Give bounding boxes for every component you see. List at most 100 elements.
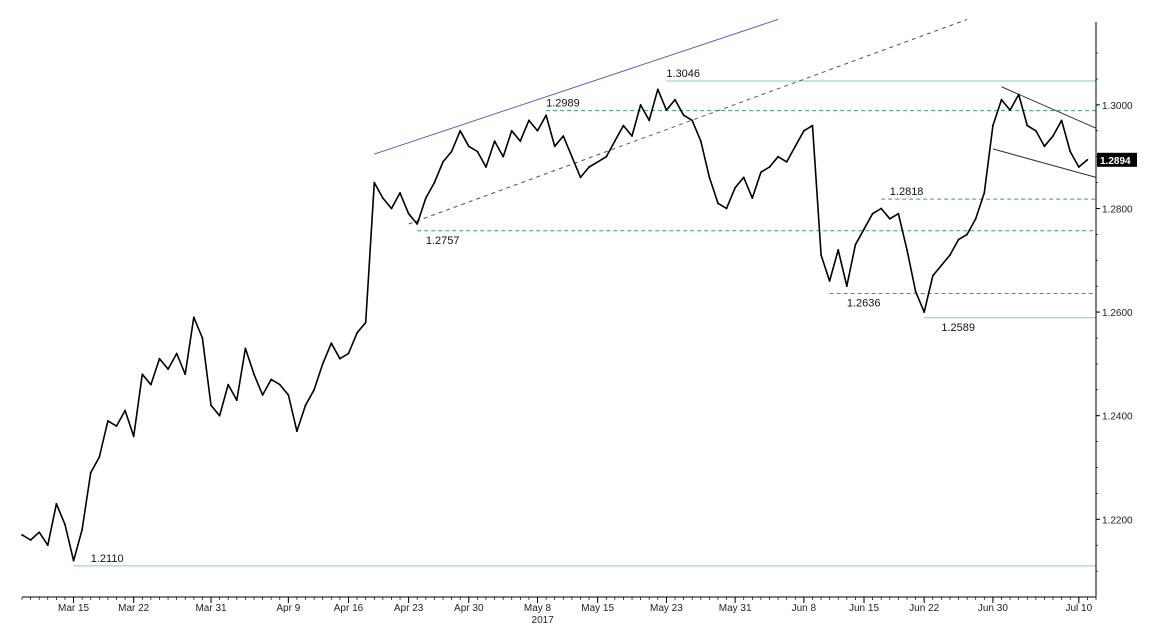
x-tick-label: Mar 15 <box>58 603 90 614</box>
trendline <box>374 18 779 155</box>
y-tick-label: 1.3000 <box>1102 101 1133 112</box>
price-point <box>648 119 651 122</box>
price-point <box>467 145 470 148</box>
price-point <box>149 383 152 386</box>
price-point <box>665 109 668 111</box>
price-point <box>742 176 745 179</box>
price-point <box>768 166 771 168</box>
price-point <box>38 531 41 534</box>
price-point <box>29 539 32 541</box>
price-point <box>72 559 75 562</box>
price-point <box>1069 150 1072 153</box>
level-lines <box>73 80 1096 567</box>
x-tick-label: Mar 31 <box>195 603 227 614</box>
price-point <box>1009 109 1011 111</box>
price-point <box>751 197 754 200</box>
price-point <box>562 135 565 137</box>
price-point <box>949 254 951 257</box>
price-point <box>639 103 642 106</box>
price-point <box>923 311 926 313</box>
price-point <box>1077 166 1080 168</box>
price-point <box>107 419 109 422</box>
price-point <box>218 414 221 417</box>
price-point <box>777 155 779 158</box>
price-point <box>794 145 797 148</box>
price-point <box>888 217 891 220</box>
price-point <box>880 207 883 210</box>
price-point <box>674 98 676 101</box>
price-point <box>596 160 599 163</box>
price-point <box>407 212 410 215</box>
price-point <box>356 331 358 334</box>
trendline <box>992 148 1097 178</box>
price-point <box>244 347 247 350</box>
price-point <box>253 373 255 376</box>
y-axis-ticks: 1.2200 1.2400 1.2600 1.2800 1.3000 <box>1096 52 1133 572</box>
x-tick-label: Jul 10 <box>1065 603 1092 614</box>
price-point <box>313 388 316 391</box>
level-annotation: 1.2989 <box>546 98 580 110</box>
x-tick-label: May 23 <box>650 603 683 614</box>
price-point <box>536 129 539 132</box>
price-point <box>450 150 453 153</box>
trendlines <box>374 18 1097 225</box>
level-annotation: 1.2818 <box>890 186 924 198</box>
price-point <box>588 166 590 168</box>
price-point <box>347 352 350 355</box>
price-point <box>622 124 625 127</box>
price-point <box>820 254 822 257</box>
price-point <box>64 523 66 526</box>
price-point <box>493 140 496 143</box>
price-point <box>691 119 694 122</box>
price-point <box>510 129 513 132</box>
price-point <box>871 212 874 215</box>
price-point <box>1052 135 1054 137</box>
price-point <box>459 129 462 132</box>
price-point <box>811 124 814 127</box>
price-point <box>296 430 298 433</box>
price-point <box>1034 129 1037 132</box>
level-annotation: 1.3046 <box>666 68 700 80</box>
price-point <box>416 223 419 225</box>
trendline <box>408 18 968 225</box>
price-point <box>192 316 195 319</box>
price-point <box>854 243 857 246</box>
price-point <box>339 357 341 360</box>
y-tick-label: 1.2400 <box>1102 412 1133 423</box>
price-point <box>931 274 934 277</box>
price-point <box>528 119 530 122</box>
price-point <box>828 280 831 282</box>
price-point <box>682 114 685 117</box>
price-point <box>442 160 444 163</box>
price-point <box>579 176 582 179</box>
price-point <box>235 399 238 402</box>
price-point <box>175 352 178 355</box>
price-point <box>210 404 212 407</box>
price-point <box>502 155 505 158</box>
x-tick-label: May 31 <box>719 603 752 614</box>
price-point <box>605 155 608 158</box>
x-tick-label: Jun 15 <box>849 603 879 614</box>
x-axis-ticks: Mar 15 Mar 22 Mar 31 Apr 9 Apr 16 Apr 23 Apr 3… <box>21 597 1097 614</box>
axes <box>22 22 1097 598</box>
price-point <box>89 471 92 474</box>
x-tick-label: May 8 <box>524 603 552 614</box>
price-point <box>321 362 324 365</box>
price-point <box>570 155 573 158</box>
price-point <box>1000 98 1003 101</box>
price-point <box>270 378 273 381</box>
price-point <box>802 129 805 132</box>
price-point <box>708 176 711 179</box>
y-tick-label: 1.2200 <box>1102 515 1133 526</box>
price-point <box>785 160 788 163</box>
price-point <box>519 140 522 143</box>
price-point <box>863 228 865 231</box>
price-point <box>957 238 960 241</box>
price-point <box>55 502 58 505</box>
level-annotation: 1.2110 <box>91 553 124 565</box>
price-point <box>613 140 616 143</box>
price-point <box>717 202 719 205</box>
price-point <box>141 373 144 376</box>
price-point <box>227 383 230 386</box>
price-point <box>476 150 479 153</box>
